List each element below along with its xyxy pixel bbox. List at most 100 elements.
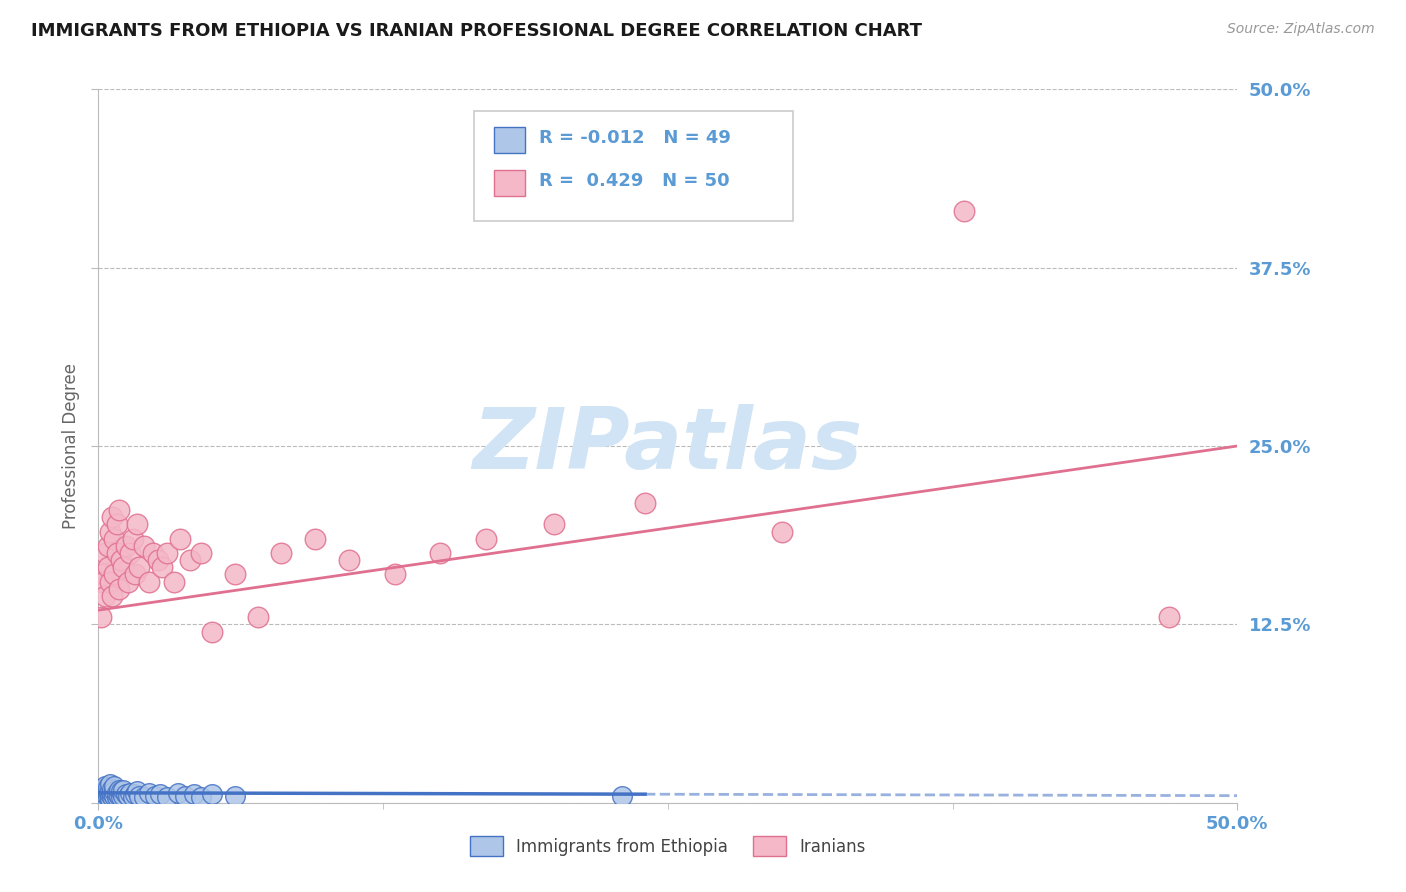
Point [429,546,451,560]
Point [98,783,121,797]
Text: R =  0.429   N = 50: R = 0.429 N = 50 [538,171,730,189]
Point [121,532,143,546]
Point [96,539,118,553]
Point [96,784,118,798]
Point [190,546,212,560]
Point [98,787,121,801]
Point [90,789,112,803]
Point [96,780,118,794]
Point [103,532,125,546]
Text: IMMIGRANTS FROM ETHIOPIA VS IRANIAN PROFESSIONAL DEGREE CORRELATION CHART: IMMIGRANTS FROM ETHIOPIA VS IRANIAN PROF… [31,22,922,40]
Point [98,777,121,791]
Point [94,783,117,797]
Point [90,610,112,624]
Point [953,203,976,218]
Point [105,790,128,805]
Point [156,790,179,805]
Point [103,567,125,582]
Point [201,624,224,639]
Point [91,574,114,589]
Point [127,784,149,798]
Y-axis label: Professional Degree: Professional Degree [62,363,80,529]
Point [224,567,246,582]
Point [179,553,201,567]
Legend: Immigrants from Ethiopia, Iranians: Immigrants from Ethiopia, Iranians [463,830,873,863]
Point [543,517,565,532]
Point [124,787,146,801]
Point [101,589,124,603]
Point [105,546,128,560]
Text: Source: ZipAtlas.com: Source: ZipAtlas.com [1227,22,1375,37]
Point [105,517,128,532]
Point [94,546,117,560]
Point [110,553,132,567]
Point [91,567,114,582]
Point [98,574,121,589]
Point [190,790,212,805]
Text: ZIPatlas: ZIPatlas [472,404,863,488]
Point [108,789,131,803]
Point [127,517,149,532]
Point [145,789,167,803]
Point [114,539,136,553]
Point [91,781,114,796]
Point [117,574,139,589]
Point [121,790,143,805]
Point [112,783,135,797]
Point [634,496,657,510]
Point [138,786,160,800]
Point [169,532,191,546]
Point [304,532,326,546]
Point [474,532,496,546]
Point [94,787,117,801]
Point [156,546,179,560]
Point [98,791,121,805]
Point [246,610,269,624]
Point [124,567,146,582]
Point [103,789,125,803]
Point [384,567,406,582]
Point [162,574,184,589]
Point [114,787,136,801]
Point [132,790,155,805]
Point [103,784,125,798]
Point [94,790,117,805]
Point [120,546,142,560]
Point [128,560,150,574]
Point [142,546,165,560]
Point [108,783,131,797]
Point [101,790,124,805]
FancyBboxPatch shape [474,111,793,221]
FancyBboxPatch shape [494,170,526,196]
Point [91,791,114,805]
Point [612,789,634,803]
Point [94,589,117,603]
Point [201,787,224,801]
Point [108,503,131,517]
Point [110,790,132,805]
Point [224,789,246,803]
Point [108,582,131,596]
Point [149,787,172,801]
Point [101,781,124,796]
Point [150,560,173,574]
Point [112,560,135,574]
Point [167,786,190,800]
Point [112,789,135,803]
Point [110,784,132,798]
Point [337,553,360,567]
Point [103,779,125,793]
Point [138,574,160,589]
Point [770,524,793,539]
Point [128,789,150,803]
Point [94,779,117,793]
Point [98,524,121,539]
FancyBboxPatch shape [494,128,526,153]
Point [105,786,128,800]
Point [183,787,205,801]
Text: R = -0.012   N = 49: R = -0.012 N = 49 [538,128,731,146]
Point [90,784,112,798]
Point [270,546,292,560]
Point [96,789,118,803]
Point [146,553,169,567]
